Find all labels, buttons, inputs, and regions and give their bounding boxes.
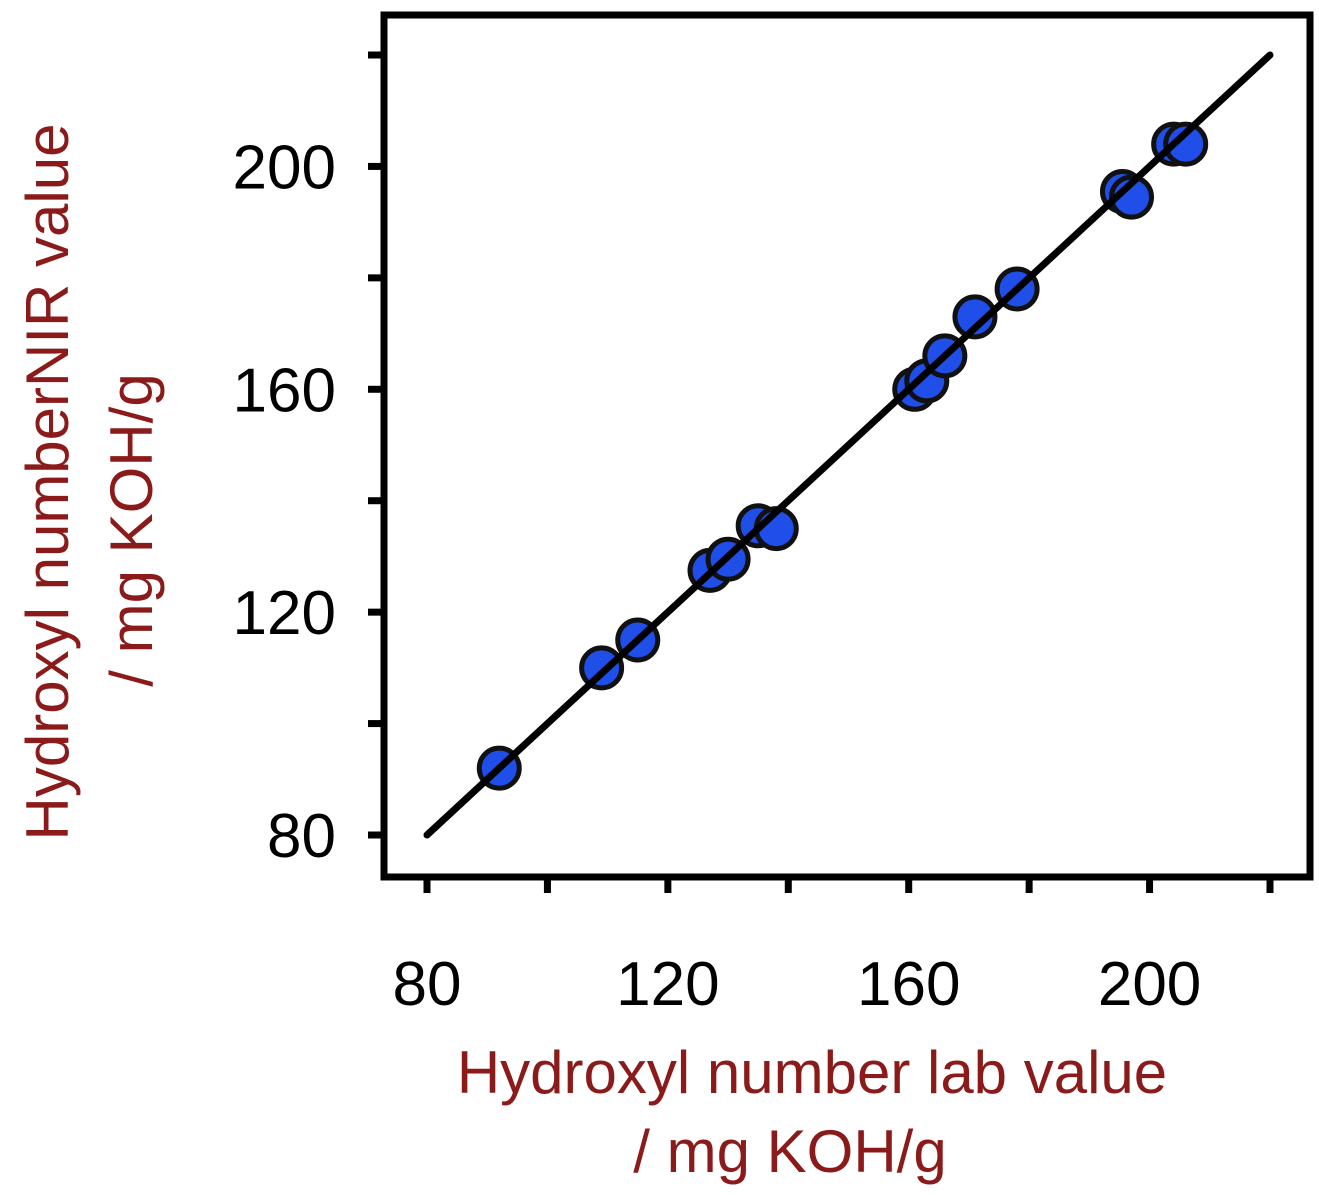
x-axis-title-line1: Hydroxyl number lab value: [457, 1039, 1167, 1106]
x-axis-title-line2: / mg KOH/g: [633, 1118, 946, 1185]
data-point: [952, 294, 998, 340]
data-points: [476, 121, 1209, 791]
axis-ticks: [368, 51, 1274, 893]
plot-frame: [380, 11, 1314, 881]
x-tick-label: 120: [616, 950, 719, 1019]
y-tick-label: 120: [233, 579, 336, 648]
y-tick-label: 80: [267, 802, 336, 871]
tick-labels: 80 120 160 200 80 120 160 200: [233, 133, 1202, 1019]
fit-line: [423, 51, 1274, 839]
y-tick-label: 160: [233, 356, 336, 425]
x-tick-label: 80: [393, 950, 462, 1019]
y-tick-label: 200: [233, 133, 336, 202]
x-tick-label: 160: [857, 950, 960, 1019]
data-point: [579, 645, 625, 691]
y-axis-title-line2: / mg KOH/g: [98, 373, 165, 686]
y-axis-title-line1: Hydroxyl numberNIR value: [14, 124, 81, 841]
x-tick-label: 200: [1098, 950, 1201, 1019]
data-point: [1163, 121, 1209, 167]
